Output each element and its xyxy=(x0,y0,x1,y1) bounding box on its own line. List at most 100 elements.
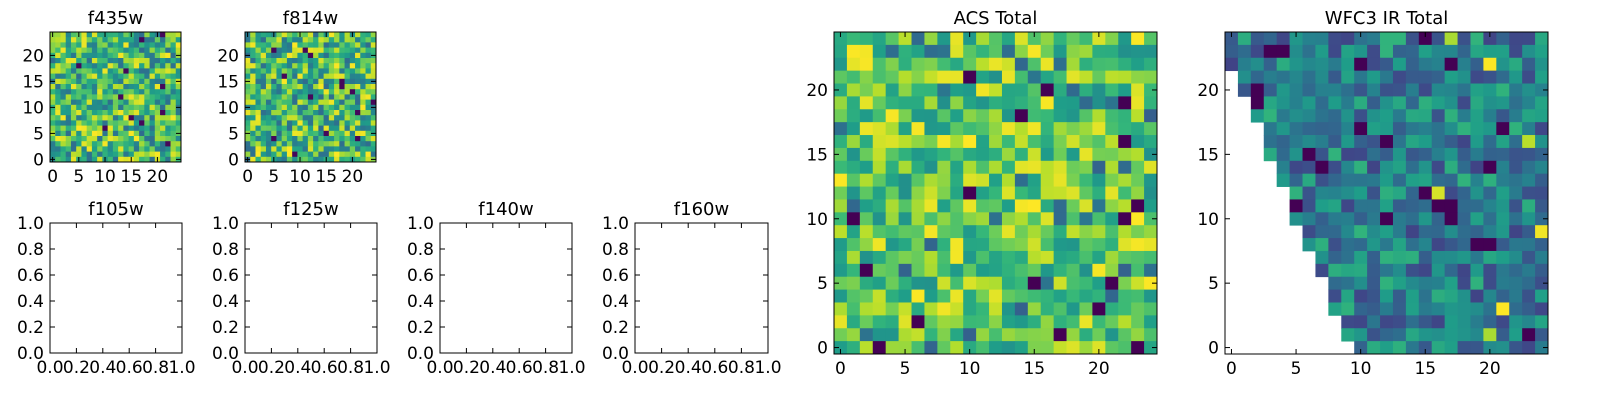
wfc3-ir-total-cell xyxy=(1302,83,1316,97)
wfc3-ir-total-cell xyxy=(1341,122,1355,136)
acs-total-cell xyxy=(1027,328,1042,342)
wfc3-ir-total-cell xyxy=(1535,147,1549,162)
f435w-cell xyxy=(149,58,156,64)
f814w-cell xyxy=(370,73,377,80)
f435w-cell xyxy=(170,73,177,80)
wfc3-ir-total-cell xyxy=(1367,238,1381,252)
acs-total-cell xyxy=(950,83,964,97)
acs-total-cell xyxy=(1144,96,1158,110)
f814w-cell xyxy=(271,47,277,54)
wfc3-ir-total-cell xyxy=(1444,70,1458,84)
acs-total-cell xyxy=(1105,341,1119,355)
f435w-cell xyxy=(149,78,156,85)
f435w-cell xyxy=(128,120,135,126)
wfc3-ir-total-cell xyxy=(1263,70,1278,84)
f814w-cell xyxy=(265,141,272,147)
f435w-cell xyxy=(133,37,140,43)
f160w-xtick-label: 0.8 xyxy=(728,358,755,378)
f435w-cell xyxy=(107,104,114,111)
f814w-cell xyxy=(360,130,366,137)
f814w-cell xyxy=(313,42,319,48)
wfc3-ir-total-cell xyxy=(1328,225,1342,239)
acs-total-cell xyxy=(1118,315,1132,329)
f814w-cell xyxy=(260,156,267,163)
f814w-cell xyxy=(271,84,277,90)
acs-total-cell xyxy=(937,122,951,136)
wfc3-ir-total-ytick-label: 10 xyxy=(1197,210,1219,230)
acs-total-cell xyxy=(1027,135,1042,149)
wfc3-ir-total-cell xyxy=(1392,302,1407,316)
acs-total-cell xyxy=(872,263,887,278)
f814w-cell xyxy=(260,89,267,95)
acs-total-cell xyxy=(1027,147,1042,162)
wfc3-ir-total-cell xyxy=(1392,186,1407,200)
f435w-cell xyxy=(154,141,161,147)
f814w-cell xyxy=(334,68,340,74)
f435w-cell xyxy=(118,141,124,147)
f814w-cell xyxy=(271,130,277,137)
acs-total-cell xyxy=(989,147,1003,162)
f435w-cell xyxy=(160,141,166,147)
f435w-cell xyxy=(70,115,77,121)
wfc3-ir-total-cell xyxy=(1470,57,1484,72)
acs-total-cell xyxy=(1014,122,1029,136)
acs-total-cell xyxy=(1092,225,1106,239)
f435w-cell xyxy=(81,104,88,111)
wfc3-ir-total-cell xyxy=(1289,173,1303,187)
acs-total-cell xyxy=(1014,250,1029,265)
acs-total-cell xyxy=(1066,199,1080,213)
f814w-cell xyxy=(370,146,377,152)
f435w-ytick-label: 10 xyxy=(22,98,44,118)
f435w-cell xyxy=(133,104,140,111)
f435w-cell xyxy=(139,68,145,74)
f814w-cell xyxy=(276,130,283,137)
f435w-cell xyxy=(81,99,88,106)
wfc3-ir-total-cell xyxy=(1457,212,1471,226)
acs-total-cell xyxy=(1001,212,1016,226)
wfc3-ir-total-cell xyxy=(1444,315,1458,329)
wfc3-ir-total-cell xyxy=(1431,225,1446,239)
wfc3-ir-total-cell xyxy=(1509,238,1523,252)
f814w-cell xyxy=(313,32,319,38)
acs-total-cell xyxy=(911,212,925,226)
f814w-cell xyxy=(328,130,335,137)
f435w-cell xyxy=(60,47,67,54)
wfc3-ir-total-cell xyxy=(1328,44,1342,59)
f435w-cell xyxy=(128,146,135,152)
f435w-cell xyxy=(139,141,145,147)
wfc3-ir-total-cell xyxy=(1431,173,1446,187)
wfc3-ir-total-cell xyxy=(1431,212,1446,226)
wfc3-ir-total-cell xyxy=(1522,199,1536,213)
f435w-cell xyxy=(123,130,129,137)
f814w-cell xyxy=(339,115,345,121)
acs-total-cell xyxy=(1027,173,1042,187)
f435w-cell xyxy=(160,89,166,95)
acs-total-cell xyxy=(872,302,887,316)
wfc3-ir-total-cell xyxy=(1354,122,1368,136)
wfc3-ir-total-cell xyxy=(1418,289,1433,303)
wfc3-ir-total-cell xyxy=(1496,186,1510,200)
f435w-cell xyxy=(76,73,82,80)
acs-total-cell xyxy=(1014,315,1029,329)
acs-total-cell xyxy=(950,122,964,136)
f435w-cell xyxy=(144,73,150,80)
f814w-cell xyxy=(344,42,351,48)
f435w-cell xyxy=(65,120,72,126)
f435w-cell xyxy=(123,156,129,163)
acs-total-cell xyxy=(834,250,848,265)
f435w-cell xyxy=(118,151,124,158)
f814w-cell xyxy=(307,130,314,137)
wfc3-ir-total-cell xyxy=(1444,186,1458,200)
wfc3-ir-total-cell xyxy=(1509,135,1523,149)
f435w-cell xyxy=(60,125,67,132)
acs-total-cell xyxy=(885,199,899,213)
acs-total-cell xyxy=(989,263,1003,278)
f814w-cell xyxy=(255,42,262,48)
acs-total-cell xyxy=(1001,225,1016,239)
wfc3-ir-total-cell xyxy=(1522,32,1536,46)
f814w-cell xyxy=(318,130,324,137)
f814w-cell xyxy=(328,42,335,48)
wfc3-ir-total-cell xyxy=(1380,44,1394,59)
